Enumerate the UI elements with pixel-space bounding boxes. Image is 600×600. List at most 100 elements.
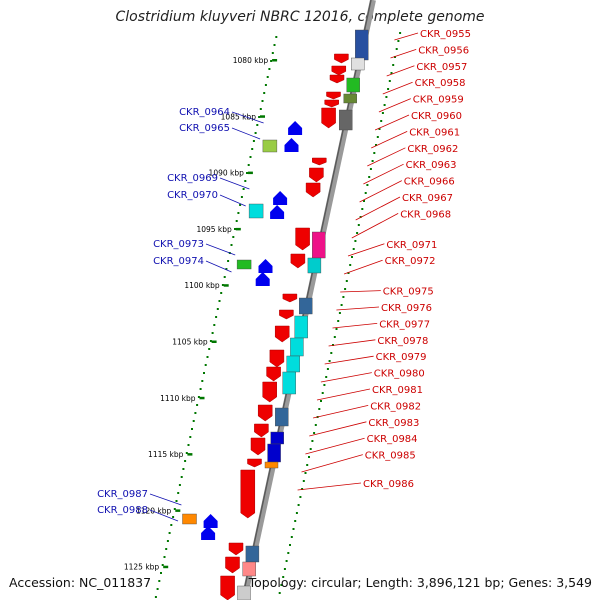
right-leader-line [336,306,380,311]
scale-dot [268,68,271,70]
right-leader-line [309,421,367,437]
track-dot [397,40,400,42]
scale-label: 1110 kbp [160,394,196,403]
right-leader-line [382,81,413,95]
left-gene-label: CKR_0973 [153,239,204,250]
right-leader-line [374,114,410,131]
gene-arrow-forward [269,349,285,368]
scale-dot [225,268,228,270]
gene-feature-box [182,513,197,525]
right-gene-label: CKR_0983 [368,418,419,429]
scale-dot [235,220,238,222]
gene-feature-box [307,257,322,274]
gene-arrow-forward [290,253,306,269]
right-gene-label: CKR_0981 [372,385,423,396]
track-dot [278,592,281,594]
scale-dot [263,92,266,94]
scale-dot [271,52,274,54]
scale-dot [249,156,252,158]
gene-feature-box [236,259,252,270]
scale-dot [227,260,230,262]
gene-arrow-forward [254,423,269,438]
scale-dot [185,452,188,454]
track-dot [359,216,362,218]
scale-dot [166,540,169,542]
scale-dot [223,276,226,278]
track-dot [376,136,379,138]
scale-dot [201,380,204,382]
accession-text: Accession: NC_011837 [9,575,152,590]
gene-arrow-forward [295,227,310,251]
right-leader-line [386,65,415,77]
right-gene-label: CKR_0975 [383,287,434,298]
right-gene-label: CKR_0980 [374,369,425,380]
scale-dot [154,596,157,598]
left-leader-line [231,111,264,124]
scale-dot [170,524,173,526]
track-dot [371,160,374,162]
right-gene-label: CKR_0962 [407,144,458,155]
scale-dot [234,228,236,230]
scale-dot [168,532,171,534]
gene-arrow-forward [324,99,339,108]
track-dot [366,184,369,186]
scale-tick [199,396,205,400]
track-dot [285,560,288,562]
scale-dot [203,372,205,374]
right-gene-label: CKR_0978 [377,336,428,347]
scale-label: 1125 kbp [124,563,160,572]
gene-arrow-reverse [203,514,218,528]
scale-label: 1085 kbp [221,112,257,121]
right-gene-label: CKR_0972 [385,256,436,267]
scale-dot [160,572,162,574]
gene-feature-box [237,585,251,600]
left-gene-label: CKR_0969 [167,173,218,184]
scale-dot [175,500,178,502]
scale-tick [235,227,241,231]
gene-arrow-forward [326,91,341,100]
track-dot [332,344,334,346]
track-dot [347,272,350,274]
track-dot [368,176,371,178]
scale-label: 1090 kbp [209,169,245,178]
track-dot [378,128,381,130]
right-gene-label: CKR_0959 [413,95,464,106]
track-dot [321,392,324,394]
right-gene-label: CKR_0958 [415,78,466,89]
right-gene-label: CKR_0956 [418,45,469,56]
left-leader-line [205,260,232,273]
right-leader-line [359,180,402,203]
gene-feature-box [275,407,289,427]
scale-dot [252,140,255,142]
gene-feature-box [286,355,300,373]
gene-arrow-forward [305,182,321,198]
right-gene-label: CKR_0976 [381,303,432,314]
right-leader-line [347,243,385,257]
right-gene-label: CKR_0985 [365,451,416,462]
track-dot [356,232,359,234]
track-dot [399,32,402,34]
track-dot [318,408,321,410]
track-dot [383,104,386,106]
right-gene-label: CKR_0966 [404,177,455,188]
track-dot [338,312,341,314]
scale-dot [211,332,214,334]
scale-dot [230,244,233,246]
track-dot [333,336,336,338]
right-leader-line [367,147,406,167]
scale-dot [259,108,262,110]
gene-arrow-reverse [288,121,303,135]
right-gene-label: CKR_0979 [376,352,427,363]
scale-dot [165,548,168,550]
track-dot [283,568,286,570]
track-dot [326,368,329,370]
scale-dot [204,364,207,366]
scale-dot [237,212,240,214]
track-dot [287,552,290,554]
right-gene-label: CKR_0957 [416,62,467,73]
gene-arrow-forward [282,293,298,303]
right-leader-line [313,405,369,419]
gene-arrow-forward [321,107,336,129]
gene-feature-box [248,203,264,219]
